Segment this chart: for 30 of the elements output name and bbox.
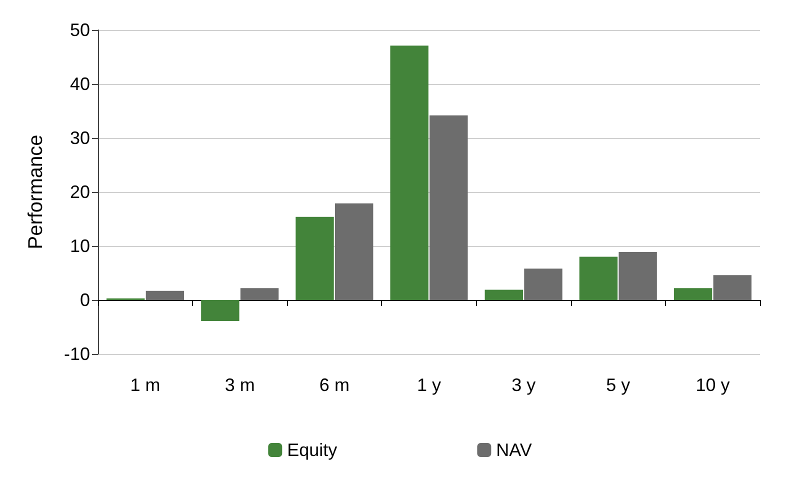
x-tick-label: 3 y <box>512 375 536 395</box>
x-tick-label: 1 m <box>130 375 160 395</box>
y-axis-title: Performance <box>25 134 47 250</box>
legend-label: Equity <box>287 440 338 460</box>
x-tick-label: 1 y <box>416 375 442 395</box>
y-tick-label: 20 <box>70 182 90 202</box>
bar <box>201 300 240 322</box>
bar <box>240 288 279 300</box>
bar <box>579 256 618 300</box>
bar <box>618 252 657 300</box>
y-tick-label: 30 <box>70 128 90 148</box>
bar <box>146 290 184 300</box>
bar <box>296 216 334 300</box>
legend-label: NAV <box>496 440 532 460</box>
bar <box>430 115 468 300</box>
bar <box>713 275 752 300</box>
y-tick-label: 0 <box>80 290 90 310</box>
y-tick-label: 10 <box>70 236 90 256</box>
y-tick-label: -10 <box>64 344 90 364</box>
bar <box>335 203 374 300</box>
bar <box>390 46 428 300</box>
bar <box>484 290 523 300</box>
bar <box>674 288 712 300</box>
x-tick-label: 5 y <box>606 375 630 395</box>
x-tick-label: 3 m <box>224 375 255 395</box>
y-tick-label: 50 <box>70 20 90 40</box>
x-tick-label: 10 y <box>696 375 730 395</box>
y-tick-label: 40 <box>70 74 90 94</box>
bar <box>524 268 562 300</box>
x-tick-label: 6 m <box>319 375 350 395</box>
